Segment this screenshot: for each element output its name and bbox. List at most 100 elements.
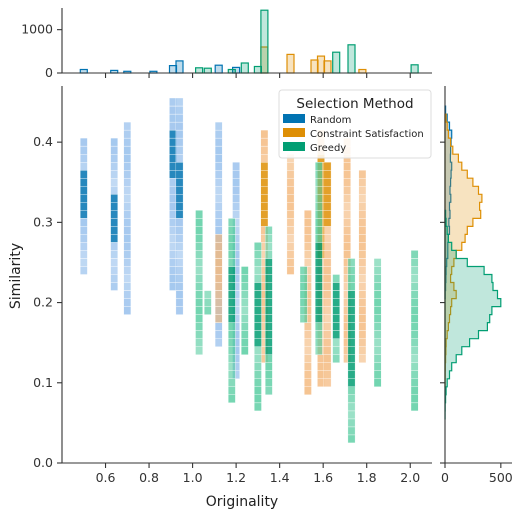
- heatmap-cell: [304, 322, 312, 331]
- heatmap-cell: [304, 234, 312, 243]
- heatmap-cell: [254, 330, 262, 339]
- heatmap-cell: [332, 274, 340, 283]
- heatmap-cell: [332, 306, 340, 315]
- heatmap-cell: [232, 210, 240, 219]
- heatmap-cell: [315, 226, 323, 235]
- heatmap-cell: [195, 306, 203, 315]
- heatmap-cell: [214, 129, 223, 139]
- heatmap-cell: [123, 306, 132, 315]
- heatmap-cell: [228, 394, 236, 403]
- heatmap-cell: [110, 250, 118, 259]
- heatmap-cell: [343, 178, 351, 187]
- heatmap-cell: [373, 346, 382, 355]
- heatmap-cell: [410, 314, 419, 323]
- heatmap-cell: [315, 178, 323, 187]
- heatmap-cell: [323, 298, 332, 307]
- heatmap-cell: [265, 250, 273, 259]
- heatmap-cell: [299, 298, 308, 307]
- heatmap-cell: [214, 338, 223, 347]
- heatmap-cell: [123, 234, 132, 243]
- heatmap-cell: [373, 370, 382, 379]
- heatmap-cell: [123, 266, 132, 275]
- heatmap-cell: [323, 242, 332, 251]
- heatmap-cell: [195, 338, 203, 347]
- heatmap-cell: [195, 314, 203, 323]
- heatmap-cell: [347, 378, 356, 387]
- heatmap-cell: [347, 426, 356, 436]
- heatmap-cell: [347, 274, 356, 283]
- x-tick-label: 1.6: [313, 470, 333, 485]
- heatmap-cell: [323, 306, 332, 315]
- heatmap-cell: [347, 298, 356, 307]
- heatmap-cell: [123, 178, 132, 187]
- heatmap-cell: [332, 330, 340, 339]
- heatmap-cell: [265, 338, 273, 347]
- heatmap-cell: [304, 258, 312, 267]
- heatmap-cell: [110, 210, 118, 219]
- heatmap-cell: [347, 370, 356, 379]
- heatmap-cell: [358, 194, 367, 203]
- heatmap-cell: [373, 266, 382, 275]
- heatmap-cell: [410, 362, 419, 371]
- heatmap-cell: [175, 306, 184, 315]
- heatmap-cell: [358, 234, 367, 243]
- heatmap-cell: [265, 226, 273, 235]
- heatmap-cell: [410, 378, 419, 387]
- heatmap-cell: [286, 210, 295, 219]
- heatmap-cell: [358, 338, 367, 347]
- x-tick-label: 1.4: [270, 470, 290, 485]
- heatmap-cell: [358, 242, 367, 251]
- heatmap-cell: [169, 105, 177, 115]
- right-marginal-random: [444, 105, 453, 300]
- heatmap-cell: [358, 346, 367, 355]
- heatmap-cell: [175, 242, 184, 251]
- heatmap-cell: [358, 322, 367, 331]
- heatmap-cell: [254, 378, 262, 387]
- heatmap-cell: [228, 258, 236, 267]
- heatmap-cell: [175, 234, 184, 243]
- y-tick-label: 0.2: [33, 295, 53, 310]
- y-tick-label: 0.0: [33, 455, 53, 470]
- x-axis-title: Originality: [206, 494, 278, 510]
- heatmap-cell: [373, 354, 382, 363]
- heatmap-cell: [175, 298, 184, 307]
- heatmap-cell: [260, 178, 269, 187]
- heatmap-cell: [241, 282, 249, 291]
- heatmap-cell: [373, 298, 382, 307]
- heatmap-cell: [169, 137, 177, 147]
- heatmap-cell: [80, 210, 88, 219]
- heatmap-cell: [315, 218, 323, 227]
- heatmap-cell: [315, 314, 323, 323]
- heatmap-cell: [347, 330, 356, 339]
- heatmap-cell: [175, 129, 184, 139]
- heatmap-cell: [323, 346, 332, 355]
- heatmap-cell: [169, 146, 177, 155]
- heatmap-cell: [347, 258, 356, 267]
- heatmap-cell: [260, 137, 269, 147]
- heatmap-cell: [110, 178, 118, 187]
- heatmap-cell: [343, 218, 351, 227]
- heatmap-cell: [358, 290, 367, 299]
- heatmap-cell: [254, 258, 262, 267]
- heatmap-cell: [265, 330, 273, 339]
- heatmap-cell: [195, 266, 203, 275]
- heatmap-cell: [228, 282, 236, 291]
- legend-frame: [278, 89, 432, 159]
- legend-swatch-constraint-satisfaction: [283, 128, 305, 137]
- heatmap-cell: [195, 322, 203, 331]
- heatmap-cell: [286, 170, 295, 179]
- heatmap-cell: [332, 322, 340, 331]
- heatmap-cell: [347, 266, 356, 275]
- heatmap-cell: [373, 330, 382, 339]
- heatmap-cell: [254, 266, 262, 275]
- x-tick-label: 1.2: [226, 470, 246, 485]
- top-marginal-bar: [323, 60, 332, 74]
- right-marginal-tick-label: 0: [441, 470, 449, 485]
- heatmap-cell: [343, 226, 351, 235]
- heatmap-cell: [315, 306, 323, 315]
- heatmap-cell: [228, 330, 236, 339]
- heatmap-cell: [169, 266, 177, 275]
- heatmap-cell: [123, 274, 132, 283]
- heatmap-cell: [214, 186, 223, 195]
- x-tick-label: 1.0: [183, 470, 203, 485]
